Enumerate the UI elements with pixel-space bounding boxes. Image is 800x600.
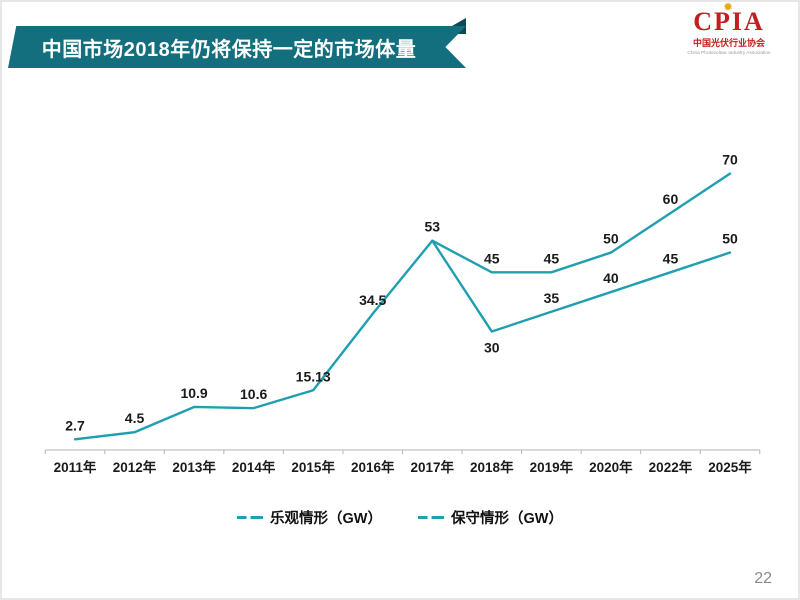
x-axis-label: 2015年 [291, 459, 335, 475]
x-axis-label: 2018年 [470, 459, 514, 475]
x-axis-label: 2013年 [172, 459, 216, 475]
logo-acronym: ✹ CPIA [693, 1, 765, 36]
series-line-1 [431, 239, 732, 333]
x-axis-label: 2022年 [649, 459, 693, 475]
x-axis-label: 2020年 [589, 459, 633, 475]
optimistic-line-swatch [237, 516, 264, 519]
legend-label-conservative: 保守情形（GW） [451, 511, 563, 527]
x-axis-label: 2016年 [351, 459, 395, 475]
data-label: 45 [544, 250, 560, 266]
data-label: 70 [722, 152, 738, 168]
x-axis-label: 2014年 [232, 459, 276, 475]
logo-acronym-text: CPIA [693, 7, 765, 36]
data-label: 2.7 [65, 417, 85, 433]
logo-org-name: 中国光伏行业协会 [692, 38, 765, 49]
conservative-line-swatch [418, 516, 444, 519]
data-label: 45 [663, 250, 679, 266]
market-volume-chart: 2011年 2012年 2013年 2014年 2015年 2016年 2017年 2018年… [0, 105, 800, 505]
chart-legend: 乐观情形（GW） 保守情形（GW） [0, 507, 800, 528]
data-label: 50 [603, 231, 619, 247]
x-axis-label: 2012年 [113, 459, 157, 475]
data-label: 40 [603, 270, 619, 286]
sunburst-icon: ✹ [722, 0, 736, 14]
data-label: 53 [424, 219, 440, 235]
x-axis-label: 2025年 [708, 459, 752, 475]
x-axis-label: 2017年 [410, 459, 454, 475]
data-label: 45 [484, 250, 500, 266]
series-line-0 [73, 172, 732, 441]
x-axis-label: 2019年 [530, 459, 574, 475]
legend-label-optimistic: 乐观情形（GW） [270, 511, 382, 527]
x-axis-label: 2011年 [54, 459, 97, 475]
data-label: 60 [663, 191, 679, 207]
slide-title: 中国市场2018年仍将保持一定的市场体量 [41, 38, 417, 61]
data-label: 10.6 [240, 386, 267, 402]
legend-item-conservative: 保守情形（GW） [418, 507, 563, 528]
cpia-logo: ✹ CPIA 中国光伏行业协会 China Photovoltaic Indus… [674, 1, 784, 57]
data-label: 10.9 [180, 385, 207, 401]
data-label: 50 [722, 231, 738, 247]
data-label: 4.5 [125, 410, 145, 426]
data-label: 30 [484, 340, 500, 356]
legend-item-optimistic: 乐观情形（GW） [237, 507, 382, 528]
chart-canvas: 2011年 2012年 2013年 2014年 2015年 2016年 2017年 2018年… [44, 152, 761, 475]
logo-org-subtext: China Photovoltaic Industry Association [687, 50, 771, 57]
page-number: 22 [754, 570, 772, 587]
data-label: 15.13 [296, 368, 331, 384]
title-ribbon: 中国市场2018年仍将保持一定的市场体量 [8, 26, 466, 68]
data-label: 34.5 [359, 292, 386, 308]
data-label: 35 [544, 290, 560, 306]
